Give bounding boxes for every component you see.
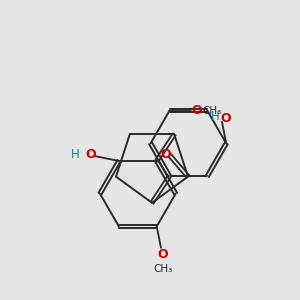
Text: CH₃: CH₃ [203, 106, 222, 116]
Text: O: O [191, 104, 202, 117]
Text: O: O [85, 148, 96, 161]
Text: O: O [160, 148, 171, 161]
Text: O: O [158, 248, 168, 261]
Text: H: H [211, 110, 219, 123]
Text: H: H [71, 148, 80, 161]
Text: CH₃: CH₃ [153, 264, 172, 274]
Text: O: O [220, 112, 231, 125]
